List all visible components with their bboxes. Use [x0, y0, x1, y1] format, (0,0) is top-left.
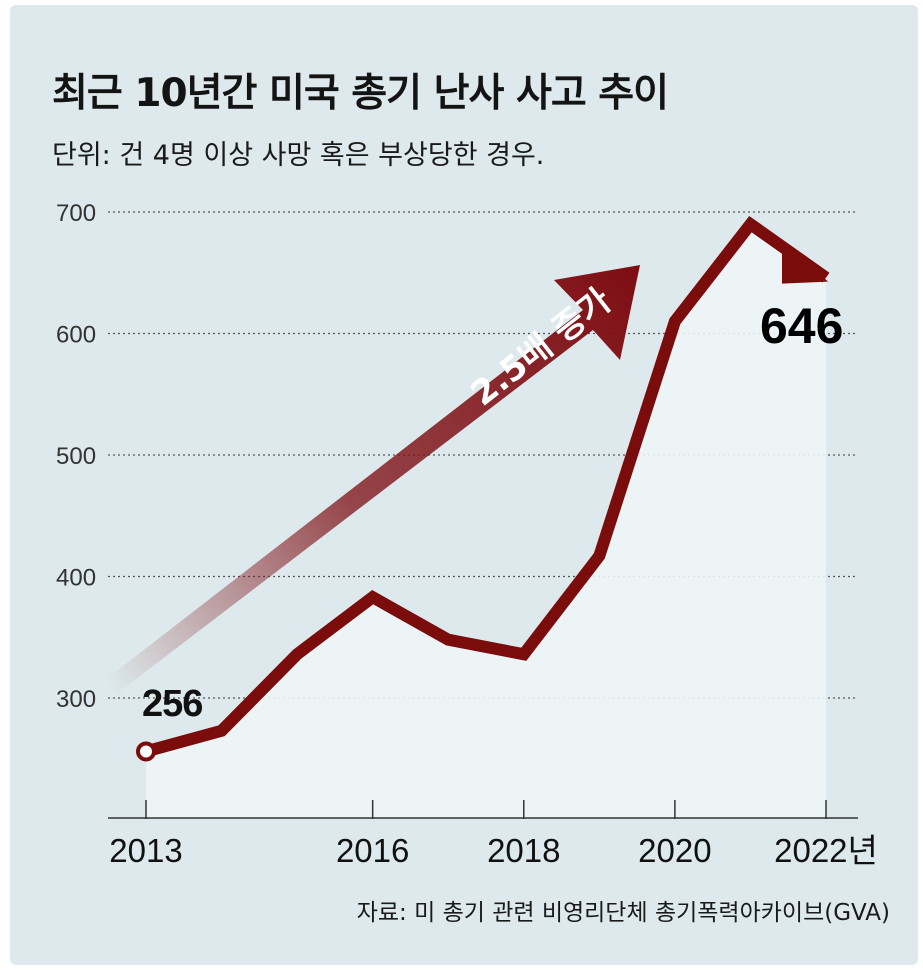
arrow-label: 2.5배 증가: [464, 280, 619, 414]
x-tick-label-2022: 2022년: [774, 832, 878, 869]
source-note: 자료: 미 총기 관련 비영리단체 총기폭력아카이브(GVA): [356, 900, 890, 926]
trend-arrow: [105, 265, 640, 695]
x-tick-label-2013: 2013: [109, 832, 182, 869]
line-layer: [136, 215, 830, 762]
x-tick-label-2020: 2020: [638, 832, 711, 869]
line-end-arrowhead: [782, 239, 828, 284]
y-tick-label-500: 500: [56, 443, 96, 470]
area-layer: [146, 224, 826, 818]
start-point-marker: [136, 741, 156, 762]
start-value-label: 256: [142, 683, 202, 725]
y-tick-label-400: 400: [56, 565, 96, 592]
x-tick-label-2018: 2018: [487, 832, 560, 869]
x-axis: 2013 2016 2018 2020 2022년: [108, 800, 878, 869]
x-tick-label-2016: 2016: [336, 832, 409, 869]
area-fill: [146, 224, 826, 818]
y-tick-label-600: 600: [56, 322, 96, 349]
y-tick-label-300: 300: [56, 686, 96, 713]
series-line: [144, 215, 830, 758]
chart-title: 최근 10년간 미국 총기 난사 사고 추이: [52, 71, 669, 116]
end-value-label: 646: [760, 298, 843, 354]
label-layer: 256 646: [142, 298, 843, 725]
y-tick-label-700: 700: [56, 200, 96, 227]
chart-subtitle: 단위: 건 4명 이상 사망 혹은 부상당한 경우.: [52, 140, 545, 171]
